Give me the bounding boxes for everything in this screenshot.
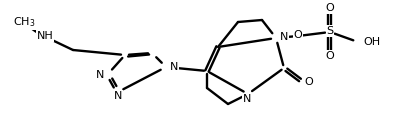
Text: N: N bbox=[243, 94, 251, 104]
Text: O: O bbox=[326, 51, 334, 61]
Text: NH: NH bbox=[37, 31, 53, 41]
Text: N: N bbox=[96, 70, 104, 80]
Text: N: N bbox=[280, 32, 288, 42]
Text: O: O bbox=[304, 77, 313, 87]
Text: O: O bbox=[294, 30, 302, 40]
Text: N: N bbox=[114, 91, 122, 101]
Text: O: O bbox=[326, 3, 334, 13]
Text: OH: OH bbox=[363, 37, 380, 47]
Text: S: S bbox=[327, 26, 334, 36]
Text: CH$_3$: CH$_3$ bbox=[13, 15, 35, 29]
Text: N: N bbox=[170, 62, 178, 72]
